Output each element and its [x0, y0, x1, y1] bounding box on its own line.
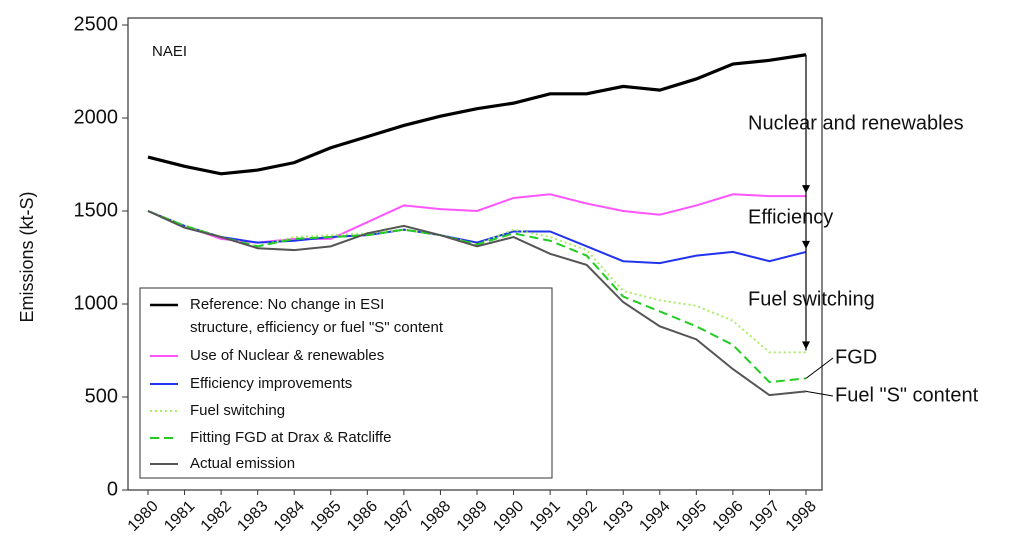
series-line — [147, 210, 807, 265]
x-tick-label: 1982 — [198, 498, 235, 535]
arrow-head — [802, 240, 810, 249]
x-tick-label: 1985 — [307, 498, 344, 535]
y-tick-label: 500 — [85, 385, 118, 407]
series-line — [147, 210, 807, 397]
x-tick-label: 1991 — [527, 498, 564, 535]
series-line — [147, 210, 807, 384]
annotation: Efficiency — [748, 206, 833, 228]
x-tick-label: 1986 — [344, 498, 381, 535]
y-axis-label: Emissions (kt-S) — [17, 191, 37, 322]
y-tick-label: 1000 — [74, 292, 119, 314]
x-tick-label: 1980 — [125, 498, 162, 535]
legend-label: Fitting FGD at Drax & Ratcliffe — [190, 429, 392, 446]
legend-label: Actual emission — [190, 455, 296, 472]
y-tick-label: 2500 — [74, 13, 119, 35]
x-tick-label: 1998 — [783, 498, 820, 535]
x-tick-label: 1994 — [636, 498, 673, 535]
x-tick-label: 1992 — [563, 498, 600, 535]
x-tick-label: 1989 — [454, 498, 491, 535]
x-tick-label: 1988 — [417, 498, 454, 535]
annotation-leader — [805, 357, 834, 379]
series-line — [147, 53, 807, 176]
arrow-head — [802, 341, 810, 350]
x-tick-label: 1984 — [271, 498, 308, 535]
legend-box — [139, 287, 553, 479]
x-tick-label: 1981 — [161, 498, 198, 535]
x-tick-label: 1990 — [490, 498, 527, 535]
y-tick-label: 0 — [107, 478, 118, 500]
series-line — [147, 193, 806, 244]
legend-label: Reference: No change in ESI structure, e… — [190, 296, 443, 336]
annotation: Fuel "S" content — [835, 384, 979, 406]
plot-frame — [127, 17, 823, 491]
x-tick-label: 1995 — [673, 498, 710, 535]
annotation-leader — [805, 390, 834, 397]
annotation: Fuel switching — [748, 288, 875, 310]
arrow-head — [802, 185, 810, 194]
y-tick-label: 2000 — [74, 106, 119, 128]
legend-label: Efficiency improvements — [190, 375, 353, 392]
x-tick-label: 1993 — [600, 498, 637, 535]
x-tick-label: 1997 — [746, 498, 783, 535]
annotation: FGD — [835, 346, 877, 368]
legend-label: Fuel switching — [190, 402, 286, 419]
y-tick-label: 1500 — [74, 199, 119, 221]
annotation: NAEI — [152, 43, 187, 60]
legend-label: Use of Nuclear & renewables — [190, 347, 385, 364]
x-tick-label: 1983 — [234, 498, 271, 535]
x-tick-label: 1987 — [381, 498, 418, 535]
annotation: Nuclear and renewables — [748, 112, 964, 134]
x-tick-label: 1996 — [710, 498, 747, 535]
